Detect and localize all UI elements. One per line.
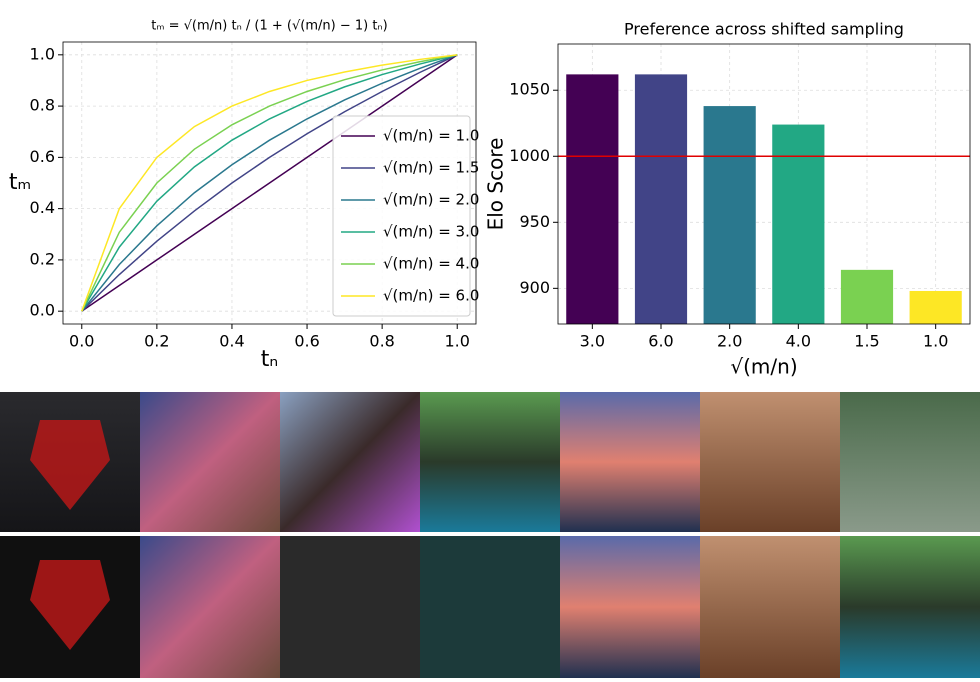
series-line bbox=[81, 54, 458, 312]
image-grid bbox=[0, 392, 980, 678]
legend-label: √(m/n) = 2.0 bbox=[383, 191, 479, 209]
y-tick-label: 950 bbox=[519, 212, 550, 231]
series-line bbox=[81, 54, 458, 312]
y-tick-label: 900 bbox=[519, 278, 550, 297]
image bbox=[280, 536, 420, 678]
bar bbox=[703, 106, 756, 324]
legend-label: √(m/n) = 3.0 bbox=[383, 223, 479, 241]
x-tick-label: 0.0 bbox=[69, 332, 94, 351]
y-tick-label: 1000 bbox=[509, 146, 550, 165]
bar bbox=[566, 74, 619, 325]
x-tick-label: 1.0 bbox=[923, 332, 948, 351]
image bbox=[280, 392, 420, 532]
x-tick-label: 6.0 bbox=[648, 332, 673, 351]
chart-title: tₘ = √(m/n) tₙ / (1 + (√(m/n) − 1) tₙ) bbox=[151, 19, 387, 34]
series-line bbox=[81, 54, 458, 312]
image bbox=[840, 392, 980, 532]
x-tick-label: 3.0 bbox=[580, 332, 605, 351]
x-tick-label: 4.0 bbox=[786, 332, 811, 351]
image bbox=[700, 392, 840, 532]
legend-box bbox=[332, 115, 471, 317]
x-axis-label: tₙ bbox=[261, 347, 278, 372]
image bbox=[140, 536, 280, 678]
legend-label: √(m/n) = 4.0 bbox=[383, 255, 479, 273]
series-line bbox=[81, 54, 458, 312]
image bbox=[560, 536, 700, 678]
y-tick-label: 0.0 bbox=[30, 301, 55, 320]
y-tick-label: 0.8 bbox=[30, 96, 55, 115]
y-tick-label: 0.6 bbox=[30, 147, 55, 166]
axes-frame bbox=[62, 41, 477, 325]
bar bbox=[772, 124, 825, 324]
legend-label: √(m/n) = 1.5 bbox=[383, 159, 479, 177]
image bbox=[140, 392, 280, 532]
bar bbox=[840, 269, 894, 324]
y-tick-label: 1050 bbox=[509, 80, 550, 99]
image bbox=[700, 536, 840, 678]
x-tick-label: 0.6 bbox=[294, 332, 319, 351]
x-tick-label: 1.5 bbox=[854, 332, 879, 351]
image bbox=[420, 392, 560, 532]
series-line bbox=[81, 54, 458, 312]
x-tick-label: 0.8 bbox=[369, 332, 394, 351]
x-tick-label: 0.2 bbox=[144, 332, 169, 351]
y-tick-label: 0.4 bbox=[30, 198, 55, 217]
y-axis-label: Elo Score bbox=[484, 138, 508, 231]
legend-label: √(m/n) = 1.0 bbox=[383, 127, 479, 145]
x-tick-label: 0.4 bbox=[219, 332, 244, 351]
legend-label: √(m/n) = 6.0 bbox=[383, 287, 479, 305]
image bbox=[560, 392, 700, 532]
bar bbox=[909, 290, 962, 324]
y-tick-label: 1.0 bbox=[30, 44, 55, 63]
y-tick-label: 0.2 bbox=[30, 249, 55, 268]
logo-shape bbox=[30, 420, 110, 650]
x-tick-label: 1.0 bbox=[445, 332, 470, 351]
axes-frame bbox=[557, 43, 971, 325]
bar bbox=[634, 74, 688, 325]
y-axis-label: tₘ bbox=[9, 170, 31, 195]
x-tick-label: 2.0 bbox=[717, 332, 742, 351]
image bbox=[420, 536, 560, 678]
chart-title: Preference across shifted sampling bbox=[624, 20, 904, 39]
series-line bbox=[81, 54, 458, 312]
image bbox=[840, 536, 980, 678]
x-axis-label: √(m/n) bbox=[730, 355, 797, 379]
